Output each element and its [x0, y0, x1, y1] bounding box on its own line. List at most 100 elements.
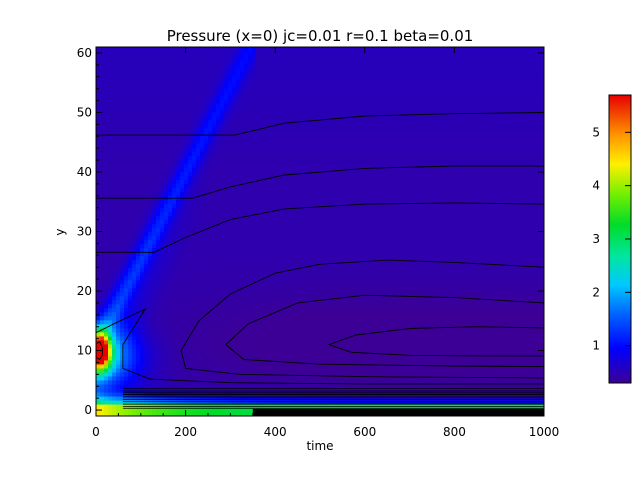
heatmap-cell	[292, 275, 297, 281]
heatmap-cell	[144, 411, 149, 416]
heatmap-cell	[108, 399, 113, 405]
heatmap-cell	[236, 383, 241, 389]
heatmap-cell	[268, 195, 273, 201]
heatmap-cell	[172, 59, 177, 64]
heatmap-cell	[176, 195, 181, 201]
heatmap-cell	[284, 123, 289, 128]
heatmap-cell	[164, 159, 169, 164]
heatmap-cell	[280, 203, 285, 209]
heatmap-cell	[260, 143, 265, 148]
heatmap-cell	[152, 223, 157, 229]
heatmap-cell	[156, 267, 161, 273]
heatmap-cell	[292, 355, 297, 361]
heatmap-cell	[240, 111, 245, 116]
heatmap-cell	[192, 63, 197, 68]
heatmap-cell	[196, 231, 201, 237]
heatmap-cell	[208, 191, 213, 196]
heatmap-cell	[280, 259, 285, 265]
heatmap-cell	[304, 107, 309, 112]
heatmap-cell	[264, 127, 269, 132]
heatmap-cell	[268, 127, 273, 132]
heatmap-cell	[184, 115, 189, 120]
heatmap-cell	[288, 399, 293, 405]
heatmap-cell	[144, 63, 149, 68]
heatmap-cell	[228, 283, 233, 289]
heatmap-cell	[196, 203, 201, 209]
heatmap-cell	[296, 131, 301, 136]
heatmap-cell	[260, 63, 265, 68]
heatmap-cell	[140, 407, 145, 413]
heatmap-cell	[124, 175, 129, 180]
heatmap-cell	[112, 399, 117, 405]
heatmap-cell	[280, 115, 285, 120]
heatmap-cell	[244, 63, 249, 68]
heatmap-cell	[164, 243, 169, 249]
heatmap-cell	[276, 139, 281, 144]
heatmap-cell	[228, 199, 233, 205]
heatmap-cell	[240, 223, 245, 229]
heatmap-cell	[156, 67, 161, 72]
heatmap-cell	[264, 383, 269, 389]
heatmap-cell	[188, 387, 193, 393]
heatmap-cell	[232, 303, 237, 309]
heatmap-cell	[268, 255, 273, 261]
heatmap-cell	[152, 183, 157, 188]
heatmap-cell	[244, 279, 249, 285]
heatmap-cell	[116, 303, 121, 309]
heatmap-cell	[172, 119, 177, 124]
heatmap-cell	[232, 59, 237, 64]
heatmap-cell	[300, 335, 305, 341]
heatmap-cell	[268, 159, 273, 164]
heatmap-cell	[120, 75, 125, 80]
heatmap-cell	[232, 387, 237, 393]
heatmap-cell	[212, 383, 217, 389]
heatmap-cell	[224, 231, 229, 237]
heatmap-cell	[152, 63, 157, 68]
heatmap-cell	[172, 235, 177, 241]
heatmap-cell	[280, 331, 285, 337]
heatmap-cell	[248, 219, 253, 225]
heatmap-cell	[276, 263, 281, 269]
heatmap-cell	[228, 83, 233, 88]
heatmap-cell	[244, 251, 249, 257]
heatmap-cell	[112, 271, 117, 277]
heatmap-cell	[304, 247, 309, 253]
heatmap-cell	[136, 255, 141, 261]
heatmap-cell	[292, 99, 297, 104]
heatmap-cell	[204, 299, 209, 305]
heatmap-cell	[296, 179, 301, 184]
heatmap-cell	[212, 283, 217, 289]
heatmap-cell	[264, 223, 269, 229]
heatmap-cell	[144, 319, 149, 325]
heatmap-cell	[164, 163, 169, 168]
heatmap-cell	[188, 323, 193, 329]
heatmap-cell	[244, 71, 249, 76]
heatmap-cell	[308, 151, 313, 156]
heatmap-cell	[232, 343, 237, 349]
heatmap-cell	[276, 179, 281, 184]
heatmap-cell	[272, 211, 277, 217]
heatmap-cell	[136, 87, 141, 92]
heatmap-cell	[296, 199, 301, 205]
heatmap-cell	[96, 191, 101, 196]
heatmap-cell	[168, 47, 173, 52]
heatmap-cell	[164, 395, 169, 401]
heatmap-cell	[108, 379, 113, 385]
heatmap-cell	[112, 383, 117, 389]
heatmap-cell	[200, 299, 205, 305]
heatmap-cell	[192, 219, 197, 225]
heatmap-cell	[288, 335, 293, 341]
heatmap-cell	[96, 99, 101, 104]
heatmap-cell	[264, 79, 269, 84]
heatmap-cell	[272, 99, 277, 104]
heatmap-cell	[244, 275, 249, 281]
heatmap-cell	[256, 183, 261, 188]
heatmap-cell	[108, 359, 113, 365]
heatmap-cell	[168, 287, 173, 293]
heatmap-cell	[108, 371, 113, 377]
heatmap-cell	[272, 319, 277, 325]
heatmap-cell	[172, 51, 177, 56]
heatmap-cell	[200, 175, 205, 180]
heatmap-cell	[192, 91, 197, 96]
heatmap-cell	[284, 147, 289, 152]
